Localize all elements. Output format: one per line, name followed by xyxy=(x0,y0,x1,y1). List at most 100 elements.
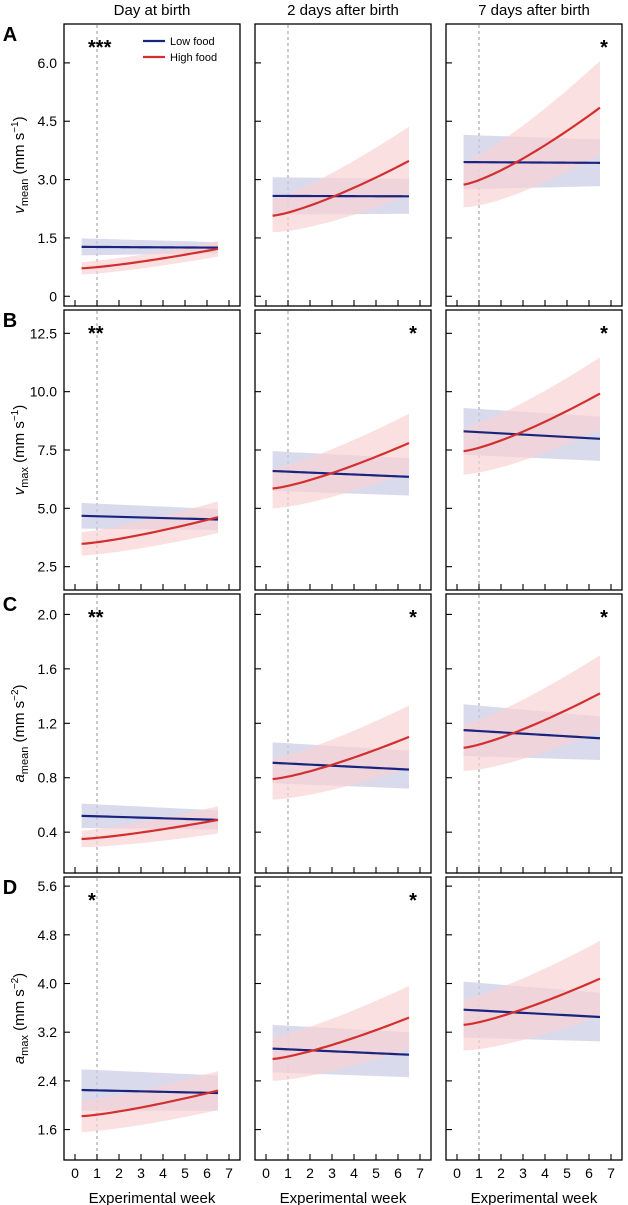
high-food-confidence-band xyxy=(463,60,600,208)
y-axis-label-row-2: vmax (mm s−1) xyxy=(10,405,31,496)
y-tick-label: 4.8 xyxy=(38,927,58,943)
y-axis-label-row-3: amean (mm s−2) xyxy=(10,684,31,782)
high-food-line xyxy=(81,516,219,545)
x-tick-label: 2 xyxy=(115,1165,123,1181)
panel-frame xyxy=(445,593,623,874)
y-label-close: ) xyxy=(11,973,28,978)
panel-frame xyxy=(63,593,241,874)
y-label-exp: −2 xyxy=(10,977,21,989)
x-tick-label: 6 xyxy=(394,1165,402,1181)
y-label-unit: (mm s xyxy=(11,133,28,175)
low-food-line xyxy=(81,245,219,249)
y-tick-label: 6.0 xyxy=(38,55,58,71)
row-label-c: C xyxy=(3,594,17,616)
y-tick-label: 3.2 xyxy=(38,1024,58,1040)
y-label-sym: v xyxy=(11,486,28,495)
high-food-line xyxy=(272,441,410,490)
significance-marker: *** xyxy=(88,37,112,59)
high-food-line xyxy=(463,106,601,186)
significance-marker: * xyxy=(409,890,417,912)
y-tick-label: 7.5 xyxy=(38,442,58,458)
x-tick-label: 1 xyxy=(475,1165,483,1181)
high-food-confidence-band xyxy=(272,413,409,509)
legend: Low food High food xyxy=(143,36,217,64)
x-axis-label-col-2: Experimental week xyxy=(280,1190,407,1205)
x-tick-label: 2 xyxy=(497,1165,505,1181)
panel-r3-c3: * xyxy=(445,593,623,874)
x-tick-label: 1 xyxy=(284,1165,292,1181)
y-label-close: ) xyxy=(11,684,28,689)
y-tick-label: 3.0 xyxy=(38,172,58,188)
x-tick-label: 1 xyxy=(93,1165,101,1181)
y-tick-label: 4.0 xyxy=(38,976,58,992)
panel-frame xyxy=(254,23,432,307)
y-tick-label: 1.6 xyxy=(38,1122,58,1138)
high-food-line xyxy=(272,1016,410,1061)
high-food-line xyxy=(272,735,410,781)
significance-marker: * xyxy=(409,607,417,629)
panel-r1-c1: 0 1.5 3.0 4.5 6.0 *** Low food High food xyxy=(38,23,241,307)
panel-r4-c1: 1.6 2.4 3.2 4.0 4.8 5.6 0 1 2 3 4 5 6 7 * xyxy=(38,876,241,1181)
y-label-sub: mean xyxy=(19,747,31,775)
low-food-line xyxy=(81,514,219,521)
x-tick-label: 0 xyxy=(262,1165,270,1181)
y-label-unit: (mm s xyxy=(11,701,28,743)
panel-frame xyxy=(63,23,241,307)
panel-r1-c3: * xyxy=(445,23,623,307)
low-food-line xyxy=(272,1047,410,1056)
y-tick-label: 1.6 xyxy=(38,661,58,677)
high-food-line xyxy=(463,977,601,1026)
panel-frame xyxy=(445,23,623,307)
y-label-close: ) xyxy=(11,405,28,410)
y-tick-label: 12.5 xyxy=(30,325,57,341)
column-title-3: 7 days after birth xyxy=(478,2,590,19)
panel-frame xyxy=(254,593,432,874)
low-food-line xyxy=(81,814,219,822)
panel-frame xyxy=(445,876,623,1161)
high-food-confidence-band xyxy=(463,940,600,1051)
panel-frame xyxy=(63,876,241,1161)
high-food-confidence-band xyxy=(463,655,600,771)
x-tick-label: 7 xyxy=(607,1165,615,1181)
y-tick-label: 10.0 xyxy=(30,384,57,400)
x-tick-label: 7 xyxy=(225,1165,233,1181)
y-tick-label: 0.4 xyxy=(38,824,58,840)
y-label-sym: v xyxy=(11,205,28,214)
column-title-2: 2 days after birth xyxy=(287,2,399,19)
x-tick-label: 0 xyxy=(453,1165,461,1181)
x-tick-label: 3 xyxy=(519,1165,527,1181)
high-food-line xyxy=(463,692,601,749)
low-food-line xyxy=(463,728,601,740)
x-tick-label: 4 xyxy=(350,1165,358,1181)
high-food-line xyxy=(463,392,601,453)
legend-low-label: Low food xyxy=(170,36,215,48)
high-food-confidence-band xyxy=(463,357,600,475)
high-food-confidence-band xyxy=(81,501,218,556)
column-title-1: Day at birth xyxy=(114,2,191,19)
significance-marker: ** xyxy=(88,607,104,629)
y-label-exp: −1 xyxy=(10,121,21,133)
x-tick-label: 3 xyxy=(328,1165,336,1181)
x-tick-label: 4 xyxy=(541,1165,549,1181)
high-food-line xyxy=(272,159,410,217)
x-tick-label: 2 xyxy=(306,1165,314,1181)
panel-r3-c1: 0.4 0.8 1.2 1.6 2.0 ** xyxy=(38,593,241,874)
y-tick-label: 2.4 xyxy=(38,1073,58,1089)
y-tick-label: 2.0 xyxy=(38,606,58,622)
high-food-line xyxy=(81,247,219,270)
y-tick-label: 2.5 xyxy=(38,559,58,575)
y-label-sub: max xyxy=(19,1035,31,1056)
y-label-sym: a xyxy=(11,774,28,782)
significance-marker: * xyxy=(600,37,608,59)
x-tick-label: 7 xyxy=(416,1165,424,1181)
x-tick-label: 0 xyxy=(71,1165,79,1181)
low-food-line xyxy=(272,469,410,478)
high-food-confidence-band xyxy=(272,985,409,1081)
panel-r3-c2: * xyxy=(254,593,432,874)
y-tick-label: 0.8 xyxy=(38,770,58,786)
y-tick-label: 1.5 xyxy=(38,230,58,246)
y-tick-label: 1.2 xyxy=(38,715,58,731)
high-food-confidence-band xyxy=(81,1071,218,1133)
